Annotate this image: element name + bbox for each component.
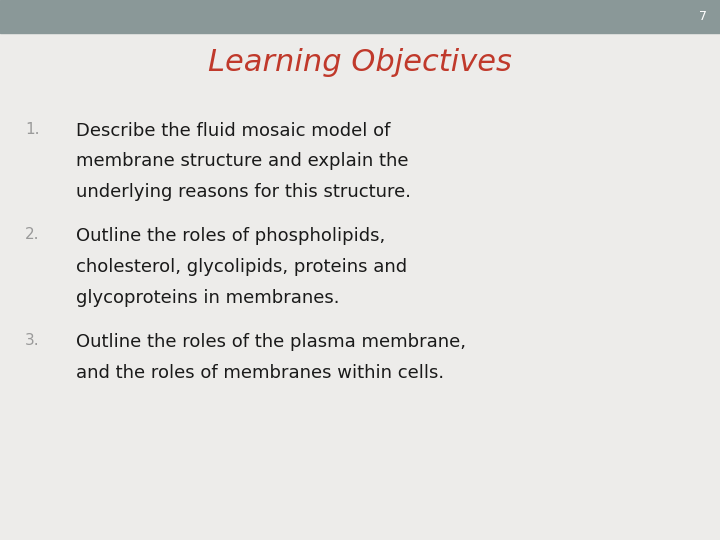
Bar xyxy=(0,0,720,33)
Text: Learning Objectives: Learning Objectives xyxy=(208,48,512,77)
Text: Describe the fluid mosaic model of: Describe the fluid mosaic model of xyxy=(76,122,390,139)
Text: 3.: 3. xyxy=(25,333,40,348)
Text: 7: 7 xyxy=(699,10,707,23)
Text: and the roles of membranes within cells.: and the roles of membranes within cells. xyxy=(76,364,444,382)
Text: glycoproteins in membranes.: glycoproteins in membranes. xyxy=(76,289,339,307)
Text: Outline the roles of the plasma membrane,: Outline the roles of the plasma membrane… xyxy=(76,333,466,351)
Text: Outline the roles of phospholipids,: Outline the roles of phospholipids, xyxy=(76,227,385,245)
Text: 1.: 1. xyxy=(25,122,40,137)
Text: underlying reasons for this structure.: underlying reasons for this structure. xyxy=(76,183,410,201)
Text: membrane structure and explain the: membrane structure and explain the xyxy=(76,152,408,170)
Text: cholesterol, glycolipids, proteins and: cholesterol, glycolipids, proteins and xyxy=(76,258,407,276)
Text: 2.: 2. xyxy=(25,227,40,242)
